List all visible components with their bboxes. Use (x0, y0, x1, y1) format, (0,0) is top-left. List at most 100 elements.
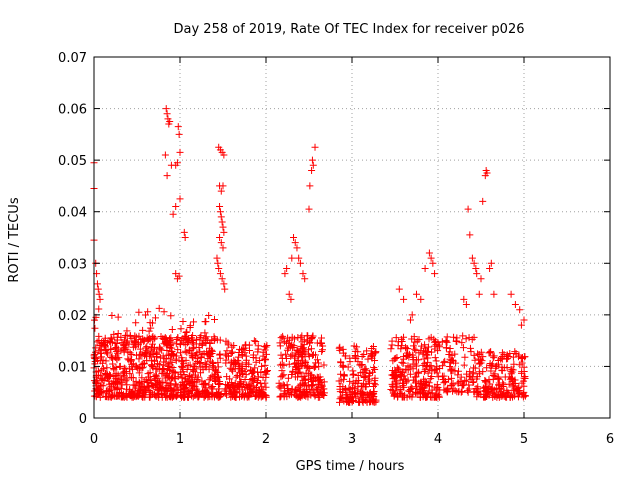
data-point (172, 352, 180, 360)
data-point (306, 182, 314, 190)
data-point (214, 380, 222, 388)
data-point (336, 398, 344, 406)
data-point (150, 345, 158, 353)
data-point (506, 350, 514, 358)
data-point (398, 390, 406, 398)
data-point (166, 387, 174, 395)
data-point (218, 275, 226, 283)
data-point (481, 376, 489, 384)
data-point (148, 340, 156, 348)
data-point (299, 270, 307, 278)
data-point (520, 316, 528, 324)
data-point (292, 349, 300, 357)
y-tick-labels: 0 0.01 0.02 0.03 0.04 0.05 0.06 0.07 (58, 51, 87, 427)
data-point (216, 351, 224, 359)
data-point (482, 393, 490, 401)
data-point (470, 351, 478, 359)
data-point (390, 392, 398, 400)
data-point (144, 370, 152, 378)
data-point (469, 370, 477, 378)
data-point (239, 390, 247, 398)
data-point (176, 340, 184, 348)
data-point (179, 382, 187, 390)
data-point (218, 218, 226, 226)
data-point (308, 351, 316, 359)
data-point (356, 361, 364, 369)
data-point (251, 364, 259, 372)
data-point (454, 371, 462, 379)
data-point (503, 388, 511, 396)
data-point (371, 398, 379, 406)
data-point (254, 345, 262, 353)
data-point (131, 338, 139, 346)
data-point (178, 379, 186, 387)
data-point (162, 105, 170, 113)
data-point (222, 359, 230, 367)
data-point (103, 348, 111, 356)
data-point (108, 352, 116, 360)
data-point (364, 377, 372, 385)
data-point (97, 349, 105, 357)
data-point (477, 275, 485, 283)
y-tick-label: 0 (79, 412, 87, 427)
data-point (435, 341, 443, 349)
data-point (262, 391, 270, 399)
data-point (357, 369, 365, 377)
data-point (339, 349, 347, 357)
data-point (154, 360, 162, 368)
y-tick-label: 0.01 (58, 360, 87, 375)
data-point (308, 156, 316, 164)
data-point (165, 373, 173, 381)
data-point (106, 338, 114, 346)
data-point (175, 272, 183, 280)
data-point (516, 306, 524, 314)
data-point (170, 385, 178, 393)
data-point (143, 343, 151, 351)
data-point (399, 379, 407, 387)
data-point (249, 388, 257, 396)
data-point (260, 342, 268, 350)
data-point (214, 393, 222, 401)
data-point (339, 383, 347, 391)
data-point (459, 332, 467, 340)
data-point (285, 360, 293, 368)
data-point (242, 359, 250, 367)
data-point (113, 385, 121, 393)
data-point (213, 254, 221, 262)
data-point (121, 341, 129, 349)
data-point (368, 353, 376, 361)
data-point (508, 368, 516, 376)
data-point (116, 362, 124, 370)
data-point (145, 327, 153, 335)
data-point (294, 373, 302, 381)
data-point (358, 353, 366, 361)
data-point (111, 353, 119, 361)
data-point (486, 380, 494, 388)
data-point (366, 390, 374, 398)
data-point (94, 390, 102, 398)
data-point (497, 391, 505, 399)
data-point (498, 349, 506, 357)
data-point (392, 334, 400, 342)
data-point (202, 339, 210, 347)
data-point (433, 385, 441, 393)
data-point (447, 374, 455, 382)
data-point (354, 348, 362, 356)
data-point (411, 360, 419, 368)
data-point (108, 312, 116, 320)
data-point (254, 378, 262, 386)
data-point (122, 345, 130, 353)
data-point (201, 392, 209, 400)
data-point (425, 343, 433, 351)
y-tick-label: 0.07 (58, 51, 87, 66)
data-point (498, 367, 506, 375)
data-point (235, 380, 243, 388)
data-point (304, 393, 312, 401)
data-point (191, 392, 199, 400)
data-point (135, 332, 143, 340)
data-point (174, 123, 182, 131)
data-point (128, 334, 136, 342)
data-point (275, 379, 283, 387)
data-point (309, 161, 317, 169)
data-point (129, 374, 137, 382)
